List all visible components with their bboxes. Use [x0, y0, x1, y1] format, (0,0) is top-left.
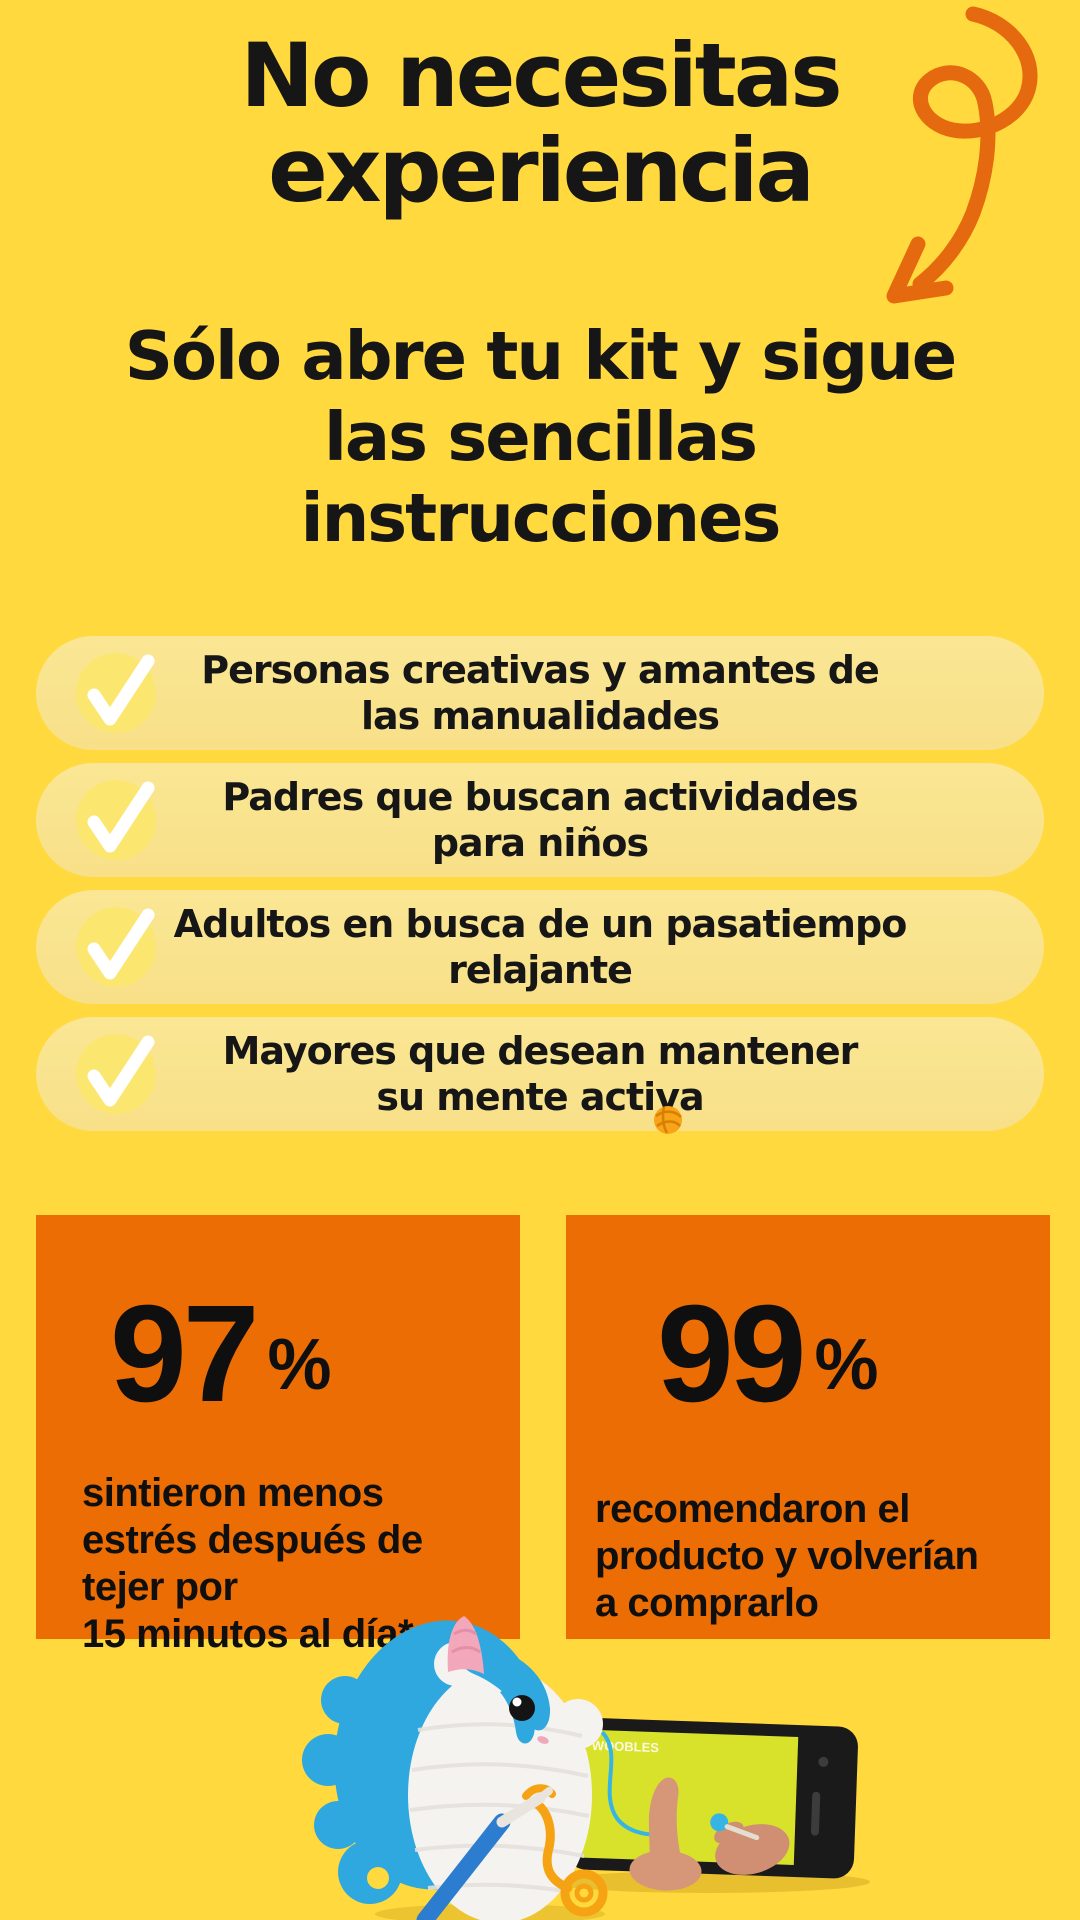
stat-description-line: producto y volverían	[595, 1534, 979, 1578]
hook-handle	[416, 1813, 511, 1920]
checklist-item-text: Personas creativas y amantes de	[201, 648, 879, 692]
yarn-ball-emoji-icon	[654, 1106, 682, 1134]
stat-card-recommend: 99% recomendaron el producto y volverían…	[566, 1215, 1050, 1639]
smartphone: WOOBLES	[566, 1717, 858, 1891]
checklist-item-text: para niños	[431, 821, 649, 865]
stat-description-line: a comprarlo	[595, 1581, 819, 1625]
subtitle-line-2: las sencillas	[323, 398, 758, 476]
video-crochet-piece	[710, 1813, 729, 1832]
checklist-item-seniors: Mayores que desean mantener su mente act…	[36, 1017, 1044, 1131]
crochet-texture	[409, 1722, 590, 1894]
stats-row: 97% sintieron menos estrés después de te…	[36, 1215, 1050, 1656]
checklist-item-text: Padres que buscan actividades	[222, 775, 858, 819]
unicorn-eye-highlight	[512, 1697, 522, 1707]
check-circle	[76, 653, 156, 733]
curly-arrow-icon	[886, 6, 1038, 304]
checklist-item-text: relajante	[448, 948, 633, 992]
checkmark-icon	[87, 781, 155, 853]
checkmark-icon	[87, 1035, 155, 1107]
checklist: Personas creativas y amantes de las manu…	[36, 636, 1044, 1144]
yarn-swirl	[560, 1869, 608, 1917]
phone-camera-icon	[818, 1756, 829, 1767]
stat-value: 97%	[110, 1285, 520, 1434]
phone-screen-logo: WOOBLES	[592, 1738, 660, 1755]
unicorn-eye	[509, 1695, 535, 1721]
unicorn-nose	[537, 1736, 549, 1744]
crochet-hook	[416, 1787, 553, 1920]
stat-description: recomendaron el producto y volverían a c…	[595, 1486, 1050, 1627]
percent-sign: %	[267, 1325, 332, 1405]
stat-card-stress: 97% sintieron menos estrés después de te…	[36, 1215, 520, 1656]
checklist-item-text: Mayores que desean mantener	[222, 1029, 859, 1073]
product-photo: WOOBLES	[302, 1616, 870, 1920]
main-title: No necesitas experiencia	[0, 28, 1080, 218]
checklist-item-creative-people: Personas creativas y amantes de las manu…	[36, 636, 1044, 750]
subtitle-line-1: Sólo abre tu kit y sigue	[124, 317, 957, 395]
video-pointing-finger	[648, 1777, 682, 1862]
checkmark-icon	[87, 908, 155, 980]
checklist-item-text: Adultos en busca de un pasatiempo	[173, 902, 908, 946]
phone-speaker	[810, 1791, 821, 1836]
checklist-item-text: las manualidades	[361, 694, 720, 738]
horn-ridges	[451, 1628, 481, 1654]
subtitle: Sólo abre tu kit y sigue las sencillas i…	[0, 316, 1080, 559]
stat-description-line: tejer por	[82, 1565, 238, 1609]
checklist-item-text: su mente activa	[376, 1075, 704, 1119]
video-hook	[724, 1824, 760, 1841]
check-circle	[76, 1034, 156, 1114]
stat-description-line: estrés después de	[82, 1518, 423, 1562]
hook-tip	[536, 1787, 553, 1802]
hook-shaft	[496, 1792, 546, 1828]
stat-description-line: 15 minutos al día*	[82, 1612, 414, 1656]
stat-description-line: recomendaron el	[595, 1487, 910, 1531]
stat-description-line: sintieron menos	[82, 1471, 384, 1515]
stat-value: 99%	[657, 1285, 1050, 1434]
unicorn-horn	[447, 1616, 484, 1674]
checklist-item-adults: Adultos en busca de un pasatiempo relaja…	[36, 890, 1044, 1004]
stat-description: sintieron menos estrés después de tejer …	[82, 1470, 520, 1658]
main-title-line-2: experiencia	[268, 119, 815, 222]
stat-value-number: 97	[110, 1277, 259, 1431]
main-title-line-1: No necesitas	[240, 24, 842, 127]
subtitle-line-3: instrucciones	[300, 479, 782, 557]
check-circle	[76, 780, 156, 860]
checkmark-icon	[87, 654, 155, 726]
video-left-hand	[629, 1850, 702, 1891]
check-circle	[76, 907, 156, 987]
unicorn-muzzle	[553, 1699, 603, 1749]
checklist-item-parents: Padres que buscan actividades para niños	[36, 763, 1044, 877]
stat-value-number: 99	[657, 1277, 806, 1431]
percent-sign: %	[814, 1325, 879, 1405]
video-blue-yarn	[600, 1730, 661, 1837]
